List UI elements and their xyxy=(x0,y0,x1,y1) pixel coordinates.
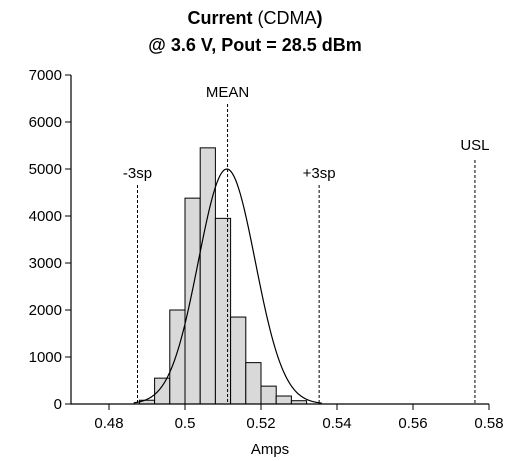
histogram-bar xyxy=(214,217,232,405)
y-tick-label: 3000 xyxy=(29,255,62,272)
y-tick-label: 5000 xyxy=(29,161,62,178)
y-tick-label: 0 xyxy=(54,396,62,413)
y-tick-label: 6000 xyxy=(29,114,62,131)
reference-line-label: MEAN xyxy=(206,84,249,101)
x-tick-label: 0.5 xyxy=(175,415,196,432)
reference-line-label: +3sp xyxy=(303,165,336,182)
x-tick-label: 0.58 xyxy=(474,415,503,432)
histogram-bar xyxy=(184,197,201,405)
histogram-bar xyxy=(275,395,292,405)
histogram-bar xyxy=(230,316,247,405)
histogram-bar xyxy=(154,377,171,405)
y-axis-ticks: 0 1000 2000 3000 4000 5000 6000 7000 xyxy=(29,67,71,413)
x-tick-label: 0.52 xyxy=(246,415,275,432)
reference-line-label: -3sp xyxy=(123,165,152,182)
reference-lines: -3sp MEAN +3sp USL xyxy=(123,84,490,404)
y-tick-label: 7000 xyxy=(29,67,62,84)
x-tick-label: 0.54 xyxy=(322,415,351,432)
histogram-bar xyxy=(260,385,277,405)
y-tick-label: 1000 xyxy=(29,349,62,366)
y-tick-label: 2000 xyxy=(29,302,62,319)
histogram-bar xyxy=(169,309,186,405)
reference-line-label: USL xyxy=(460,137,489,154)
chart-title-line1: Current (CDMA) xyxy=(187,8,322,28)
axes-frame xyxy=(70,75,489,405)
title-normal-part: (CDMA xyxy=(253,8,317,28)
title-bold-end: ) xyxy=(317,8,323,28)
x-tick-label: 0.56 xyxy=(398,415,427,432)
histogram-bar xyxy=(245,362,262,405)
x-axis-ticks: 0.48 0.5 0.52 0.54 0.56 0.58 xyxy=(94,404,504,432)
histogram-bar xyxy=(199,147,216,405)
x-tick-label: 0.48 xyxy=(94,415,123,432)
chart-title-line2: @ 3.6 V, Pout = 28.5 dBm xyxy=(148,35,361,55)
title-bold-part: Current xyxy=(187,8,252,28)
x-axis-label: Amps xyxy=(251,441,289,458)
y-tick-label: 4000 xyxy=(29,208,62,225)
